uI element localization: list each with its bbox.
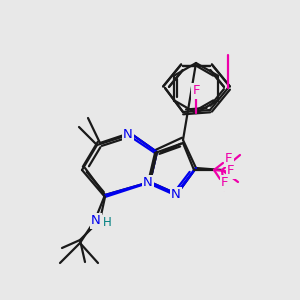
Text: F: F xyxy=(227,164,235,178)
Text: F: F xyxy=(192,85,200,98)
Text: F: F xyxy=(225,152,233,166)
Text: H: H xyxy=(103,215,111,229)
Text: F: F xyxy=(221,176,229,190)
Text: N: N xyxy=(143,176,153,190)
Text: N: N xyxy=(91,214,101,227)
Text: N: N xyxy=(123,128,133,142)
Text: N: N xyxy=(171,188,181,202)
